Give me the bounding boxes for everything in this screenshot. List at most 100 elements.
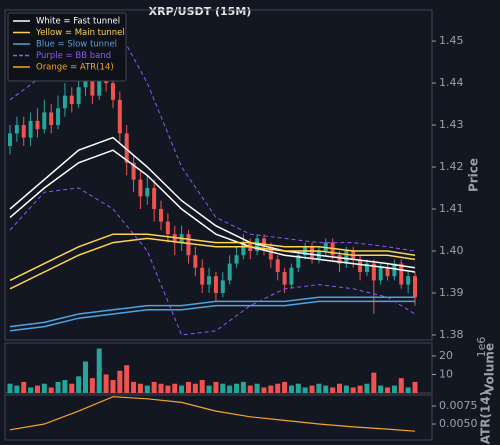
candle-body bbox=[28, 120, 33, 138]
volume-bar bbox=[103, 374, 109, 393]
volume-bar bbox=[185, 381, 191, 393]
y-axis-label: ATR(14) bbox=[479, 391, 493, 444]
candle-body bbox=[8, 133, 12, 147]
candle-body bbox=[220, 280, 225, 293]
volume-bar bbox=[275, 383, 281, 393]
candle-body bbox=[378, 267, 383, 281]
volume-bar bbox=[398, 378, 404, 393]
volume-bar bbox=[302, 387, 308, 393]
candle-body bbox=[145, 188, 150, 197]
candle-body bbox=[117, 99, 122, 134]
volume-bar bbox=[268, 385, 274, 393]
candle-body bbox=[344, 250, 349, 264]
volume-bar bbox=[357, 385, 363, 393]
volume-bar bbox=[7, 383, 13, 393]
volume-bar bbox=[83, 361, 89, 393]
candle-body bbox=[83, 78, 88, 88]
volume-bar bbox=[131, 381, 137, 393]
y-tick-label: 1.42 bbox=[439, 160, 464, 173]
volume-bar bbox=[295, 383, 301, 393]
volume-bar bbox=[220, 383, 226, 393]
volume-bar bbox=[76, 376, 82, 393]
y-tick-label: 20 bbox=[439, 349, 453, 362]
y-tick-label: 1.45 bbox=[439, 34, 464, 47]
y-tick-label: 1.40 bbox=[439, 244, 464, 257]
volume-bar bbox=[309, 385, 315, 393]
volume-bar bbox=[364, 383, 370, 393]
volume-bar bbox=[391, 385, 397, 393]
candle-body bbox=[323, 242, 328, 251]
volume-bar bbox=[179, 385, 185, 393]
volume-bar bbox=[213, 381, 219, 393]
overlay-line bbox=[9, 136, 416, 269]
candle-body bbox=[69, 95, 74, 105]
candle-body bbox=[364, 263, 369, 272]
overlay-line bbox=[9, 237, 416, 290]
volume-bar bbox=[151, 381, 157, 393]
candle-body bbox=[21, 125, 26, 138]
atr-line bbox=[9, 396, 416, 432]
candle-body bbox=[172, 234, 177, 243]
candle-body bbox=[152, 188, 157, 210]
volume-bar bbox=[405, 387, 411, 393]
candle-body bbox=[14, 125, 19, 134]
legend-label: White = Fast tunnel bbox=[36, 17, 120, 27]
overlay-line bbox=[9, 187, 416, 336]
volume-bar bbox=[412, 381, 418, 393]
candle-body bbox=[406, 276, 411, 285]
candle-body bbox=[268, 246, 273, 260]
candle-body bbox=[241, 242, 246, 256]
volume-bar bbox=[385, 387, 391, 393]
y-tick-label: 1.44 bbox=[439, 76, 464, 89]
candle-body bbox=[296, 255, 301, 268]
offset-label: 1e6 bbox=[475, 337, 488, 358]
volume-bar bbox=[165, 385, 171, 393]
volume-bar bbox=[227, 385, 233, 393]
volume-bar bbox=[34, 385, 40, 393]
overlay-line bbox=[9, 233, 416, 282]
candle-body bbox=[207, 276, 212, 285]
volume-bar bbox=[378, 385, 384, 393]
y-axis-label: Price bbox=[467, 158, 481, 192]
volume-bar bbox=[371, 372, 377, 393]
legend-box bbox=[7, 12, 127, 82]
candle-body bbox=[131, 162, 136, 180]
volume-bar bbox=[261, 387, 267, 393]
volume-bar bbox=[172, 383, 178, 393]
y-tick-label: 0.0075 bbox=[439, 399, 478, 412]
overlay-line bbox=[9, 149, 416, 273]
panel-frame bbox=[4, 342, 433, 394]
candle-body bbox=[138, 179, 143, 197]
y-tick-label: 1.39 bbox=[439, 286, 464, 299]
candle-body bbox=[76, 87, 81, 105]
candle-body bbox=[261, 238, 266, 247]
candle-body bbox=[289, 267, 294, 285]
y-tick-label: 1.38 bbox=[439, 328, 464, 341]
volume-bar bbox=[55, 381, 61, 393]
legend-label: Blue = Slow tunnel bbox=[36, 40, 117, 50]
volume-bar bbox=[343, 385, 349, 393]
volume-bar bbox=[41, 383, 47, 393]
panel-frame bbox=[4, 394, 433, 441]
volume-bar bbox=[323, 385, 329, 393]
volume-bar bbox=[28, 387, 34, 393]
volume-bar bbox=[288, 385, 294, 393]
legend-label: Orange = ATR(14) bbox=[36, 63, 114, 73]
candle-body bbox=[110, 83, 115, 100]
volume-bar bbox=[144, 385, 150, 393]
candle-body bbox=[42, 112, 47, 130]
chart-title: XRP/USDT (15M) bbox=[149, 5, 252, 18]
volume-bar bbox=[199, 380, 205, 393]
volume-bar bbox=[89, 378, 95, 393]
candle-body bbox=[399, 263, 404, 285]
legend-label: Purple = BB band bbox=[36, 51, 111, 61]
y-tick-label: 1.43 bbox=[439, 118, 464, 131]
volume-bar bbox=[206, 385, 212, 393]
candle-body bbox=[392, 263, 397, 277]
candle-body bbox=[213, 276, 218, 293]
volume-bar bbox=[62, 380, 68, 393]
candle-body bbox=[193, 255, 198, 268]
volume-bar bbox=[336, 383, 342, 393]
volume-bar bbox=[247, 385, 253, 393]
